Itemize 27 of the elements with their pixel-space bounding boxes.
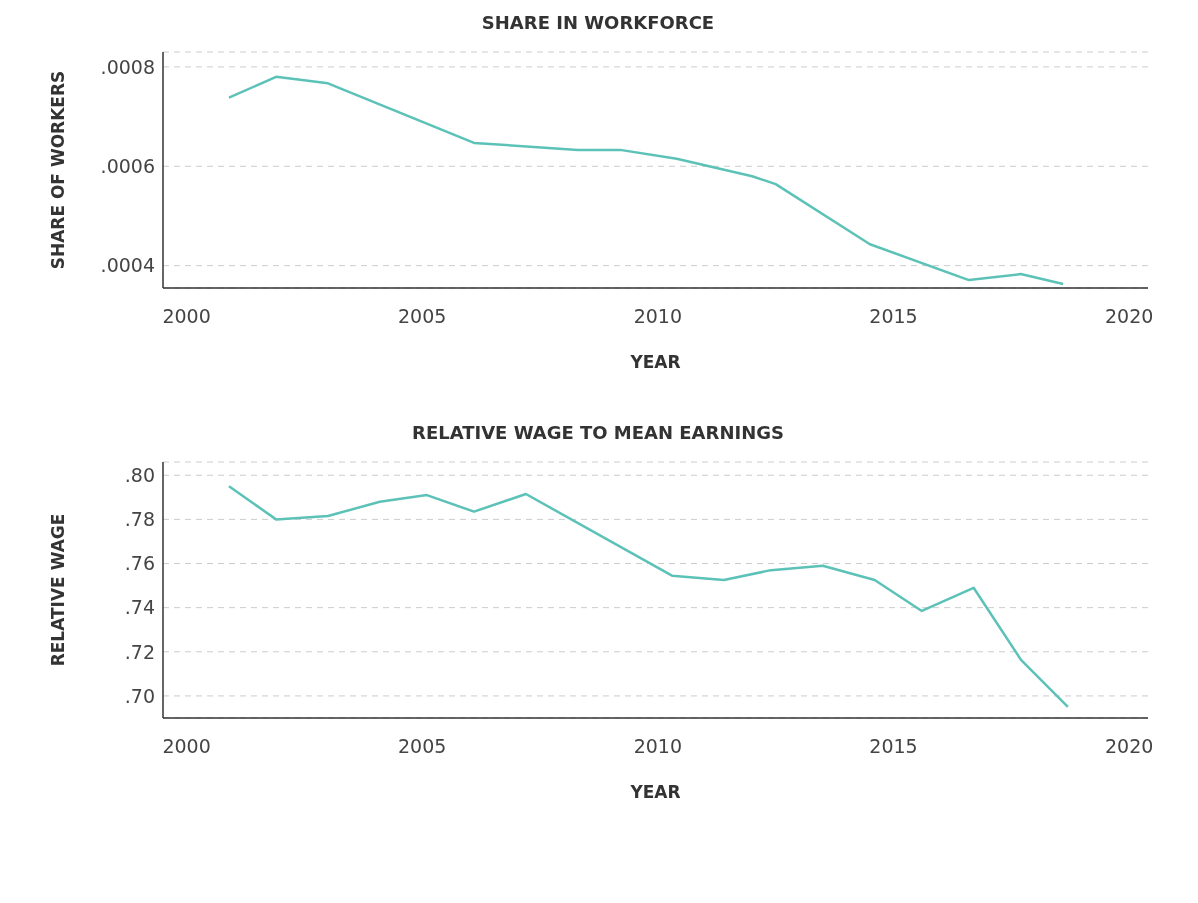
y-tick-label: .74 (124, 596, 155, 619)
chart-title: SHARE IN WORKFORCE (480, 11, 716, 35)
chart-title: RELATIVE WAGE TO MEAN EARNINGS (411, 421, 785, 445)
x-tick-label: 2015 (869, 735, 918, 758)
x-tick-label: 2010 (633, 735, 683, 758)
y-tick-label: .72 (124, 640, 155, 663)
y-tick-label: .78 (124, 508, 155, 531)
y-axis-title: RELATIVE WAGE (48, 513, 69, 667)
x-tick-label: 2005 (398, 305, 447, 328)
x-tick-label: 2020 (1104, 305, 1154, 328)
x-axis-title: YEAR (629, 352, 681, 372)
x-tick-label: 2000 (162, 735, 211, 758)
line-series (227, 485, 1070, 709)
y-tick-label: .80 (124, 463, 155, 486)
y-tick-label: .70 (124, 684, 155, 707)
x-tick-label: 2020 (1104, 735, 1154, 758)
y-axis-title: SHARE OF WORKERS (48, 70, 69, 270)
x-tick-label: 2015 (869, 305, 918, 328)
x-tick-label: 2010 (633, 305, 683, 328)
x-tick-label: 2005 (398, 735, 447, 758)
line-series (227, 75, 1065, 286)
y-tick-label: .76 (124, 552, 155, 575)
y-tick-label: .0008 (100, 55, 155, 78)
x-axis-title: YEAR (629, 782, 681, 802)
y-tick-label: .0006 (100, 155, 155, 178)
x-tick-label: 2000 (162, 305, 211, 328)
y-tick-label: .0004 (100, 254, 155, 277)
